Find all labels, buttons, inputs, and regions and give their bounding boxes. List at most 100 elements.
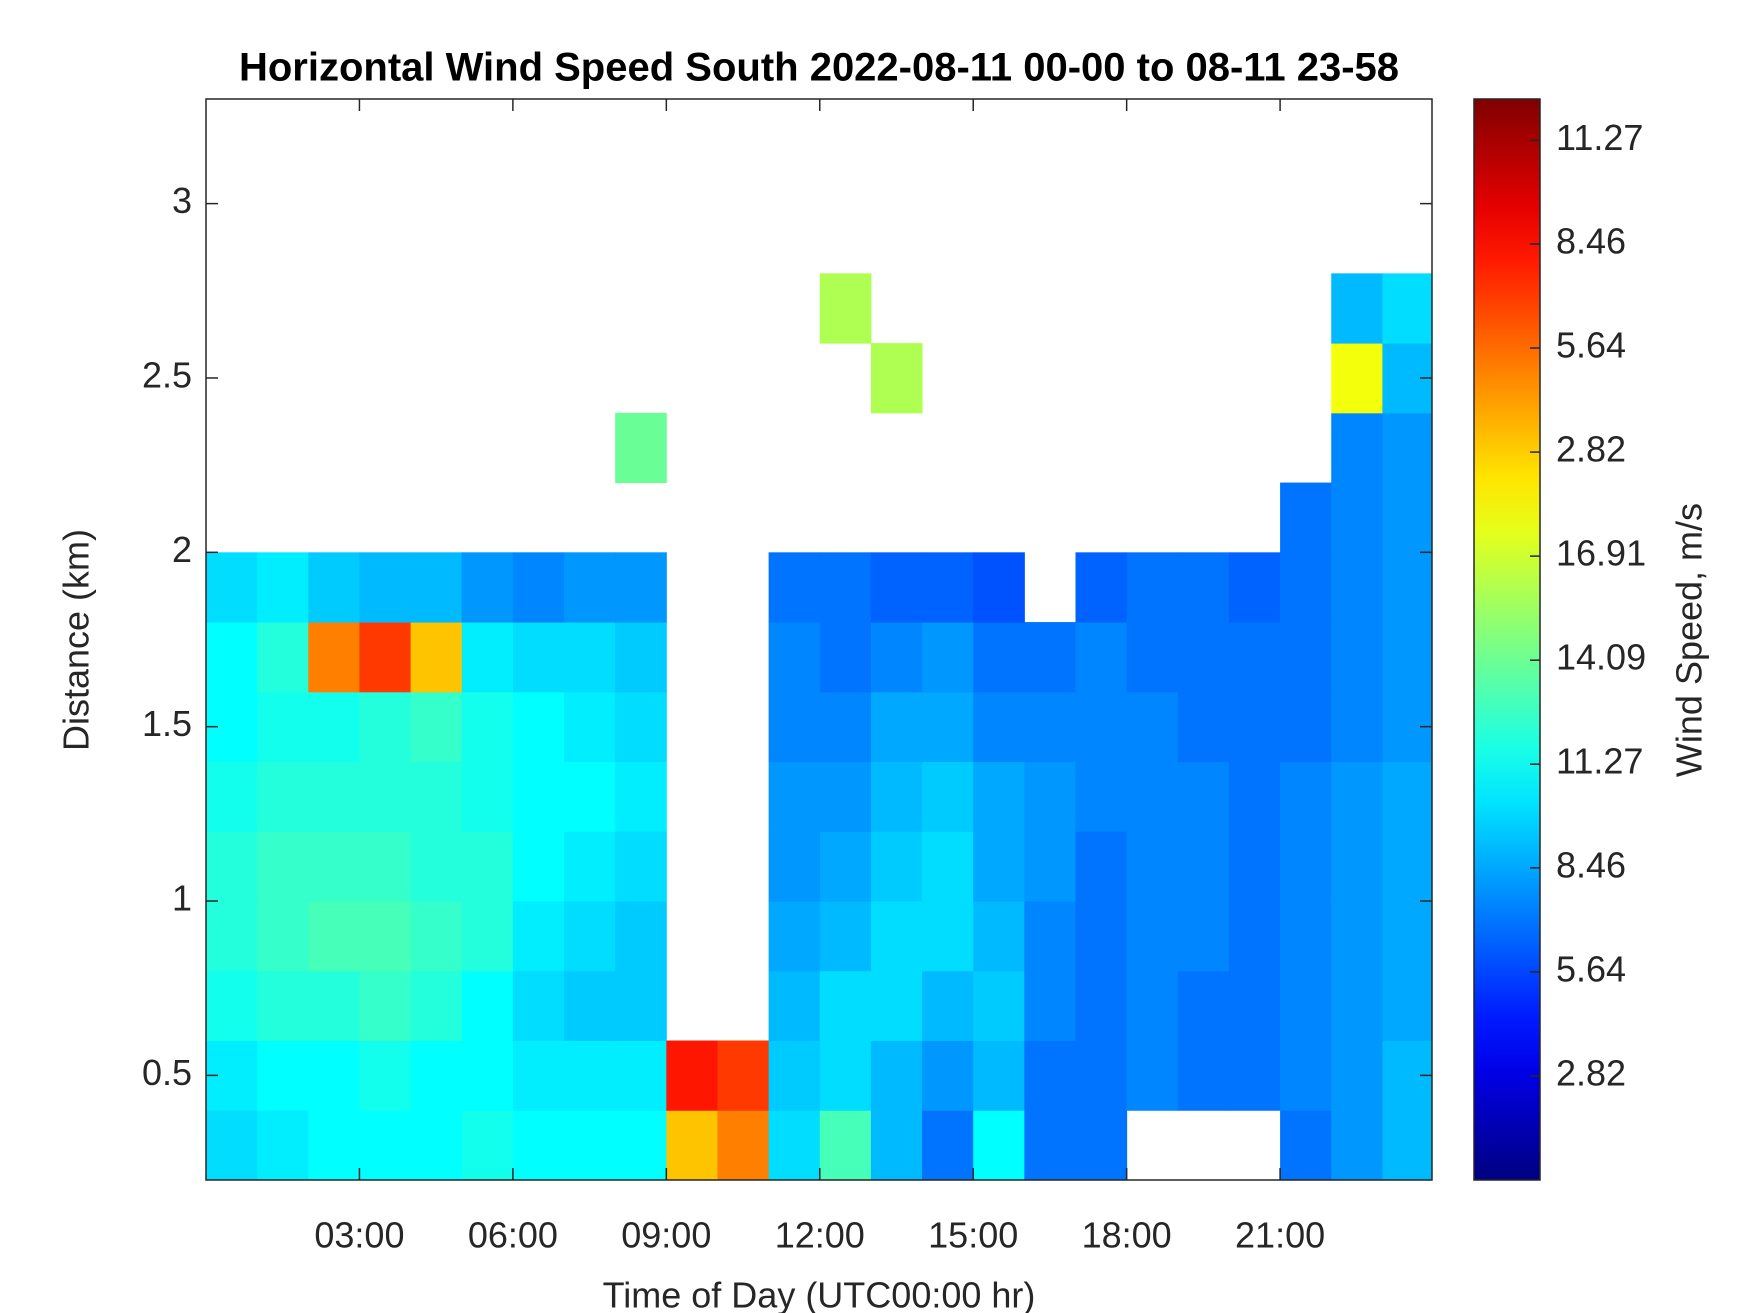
heatmap-cell [359,761,412,832]
heatmap-cell [819,273,872,344]
x-tick-label: 15:00 [928,1215,1018,1256]
heatmap-cell [1024,1110,1077,1180]
heatmap-cell [922,761,974,832]
colorbar-tick-label: 5.64 [1556,948,1626,989]
heatmap-cell [206,1110,258,1180]
heatmap-cell [461,622,514,693]
heatmap-cell [1382,761,1432,832]
heatmap-cell [768,691,821,763]
heatmap-cell [257,622,309,693]
heatmap-cell [819,970,872,1042]
heatmap-cell [870,970,923,1042]
heatmap-cell [922,901,974,972]
heatmap-cell [1280,482,1332,553]
heatmap-cell [1331,901,1383,972]
heatmap-cell [206,831,258,902]
heatmap-cell [1024,901,1077,972]
heatmap-cell [1126,1040,1179,1111]
heatmap-cell [461,970,514,1042]
heatmap-cell [257,831,309,902]
heatmap-cell [564,901,616,972]
chart-title: Horizontal Wind Speed South 2022-08-11 0… [239,46,1399,90]
heatmap-cell [1024,761,1077,832]
heatmap-cell [666,1110,718,1180]
heatmap-cell [257,901,309,972]
heatmap-cell [1331,412,1383,484]
heatmap-cell [1075,622,1128,693]
heatmap-cell [308,622,360,693]
heatmap-cell [973,1040,1025,1111]
heatmap-cell [1331,1110,1383,1180]
heatmap-cell [1177,831,1230,902]
heatmap-cell [1177,552,1230,623]
heatmap-cell [819,831,872,902]
heatmap-cell [564,761,616,832]
heatmap-cell [768,1040,821,1111]
heatmap-cell [410,970,463,1042]
heatmap-cell [512,761,565,832]
heatmap-cell [1126,761,1179,832]
heatmap-cell [1280,622,1332,693]
heatmap-cell [717,1040,770,1111]
heatmap-cell [819,552,872,623]
x-tick-label: 18:00 [1082,1215,1172,1256]
x-tick-label: 21:00 [1235,1215,1325,1256]
heatmap-cell [768,552,821,623]
heatmap-cell [717,1110,770,1180]
heatmap-cell [1228,622,1281,693]
heatmap-cell [1280,1110,1332,1180]
x-tick-label: 03:00 [314,1215,404,1256]
heatmap-cell [922,552,974,623]
heatmap-cell [973,761,1025,832]
heatmap-cell [564,1040,616,1111]
heatmap-cell [1331,622,1383,693]
heatmap-cell [1024,1040,1077,1111]
colorbar-tick-label: 8.46 [1556,844,1626,885]
y-tick-label: 3 [172,180,192,221]
heatmap-cell [359,622,412,693]
heatmap-cell [1228,901,1281,972]
heatmap-cell [1382,1110,1432,1180]
heatmap-cell [1382,901,1432,972]
heatmap-cell [1382,273,1432,344]
heatmap-cell [1331,761,1383,832]
heatmap-cell [973,970,1025,1042]
heatmap-cell [615,901,667,972]
heatmap-cell [1228,831,1281,902]
heatmap-cell [615,412,667,484]
heatmap-cell [410,1040,463,1111]
colorbar-tick-label: 16.91 [1556,533,1646,574]
heatmap-cell [359,831,412,902]
heatmap-cell [308,691,360,763]
heatmap-cell [359,1040,412,1111]
heatmap-cell [359,691,412,763]
heatmap-cell [206,552,258,623]
heatmap-cell [768,831,821,902]
heatmap-cell [768,622,821,693]
heatmap-cell [870,1110,923,1180]
heatmap-cell [206,970,258,1042]
heatmap-cell [819,691,872,763]
heatmap-cell [1177,622,1230,693]
heatmap-cell [410,761,463,832]
heatmap-cell [410,831,463,902]
colorbar-tick-label: 2.82 [1556,1052,1626,1093]
heatmap-cell [819,622,872,693]
heatmap-cell [308,1110,360,1180]
heatmap-cell [564,552,616,623]
heatmap-cell [512,970,565,1042]
heatmap-cell [1177,970,1230,1042]
heatmap-cell [1075,901,1128,972]
heatmap-cell [870,1040,923,1111]
heatmap-cell [410,901,463,972]
heatmap-cell [870,691,923,763]
heatmap-cell [308,761,360,832]
heatmap-cell [1228,970,1281,1042]
heatmap-cell [1331,970,1383,1042]
heatmap-cell [666,1040,718,1111]
heatmap-cell [461,552,514,623]
heatmap-cell [1280,761,1332,832]
y-tick-label: 1 [172,878,192,919]
heatmap-cell [1075,831,1128,902]
heatmap-cell [768,970,821,1042]
